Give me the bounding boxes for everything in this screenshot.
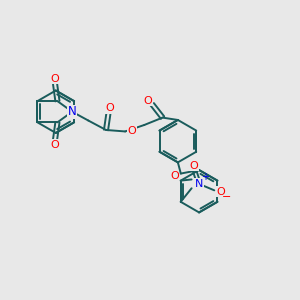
Text: O: O bbox=[143, 96, 152, 106]
Text: O: O bbox=[127, 126, 136, 136]
Text: +: + bbox=[201, 172, 209, 182]
Text: −: − bbox=[222, 192, 231, 202]
Text: O: O bbox=[51, 74, 59, 84]
Text: O: O bbox=[170, 172, 179, 182]
Text: O: O bbox=[106, 103, 114, 113]
Text: N: N bbox=[68, 105, 76, 118]
Text: N: N bbox=[195, 179, 203, 189]
Text: O: O bbox=[216, 187, 225, 197]
Text: O: O bbox=[51, 140, 59, 150]
Text: O: O bbox=[190, 160, 198, 171]
